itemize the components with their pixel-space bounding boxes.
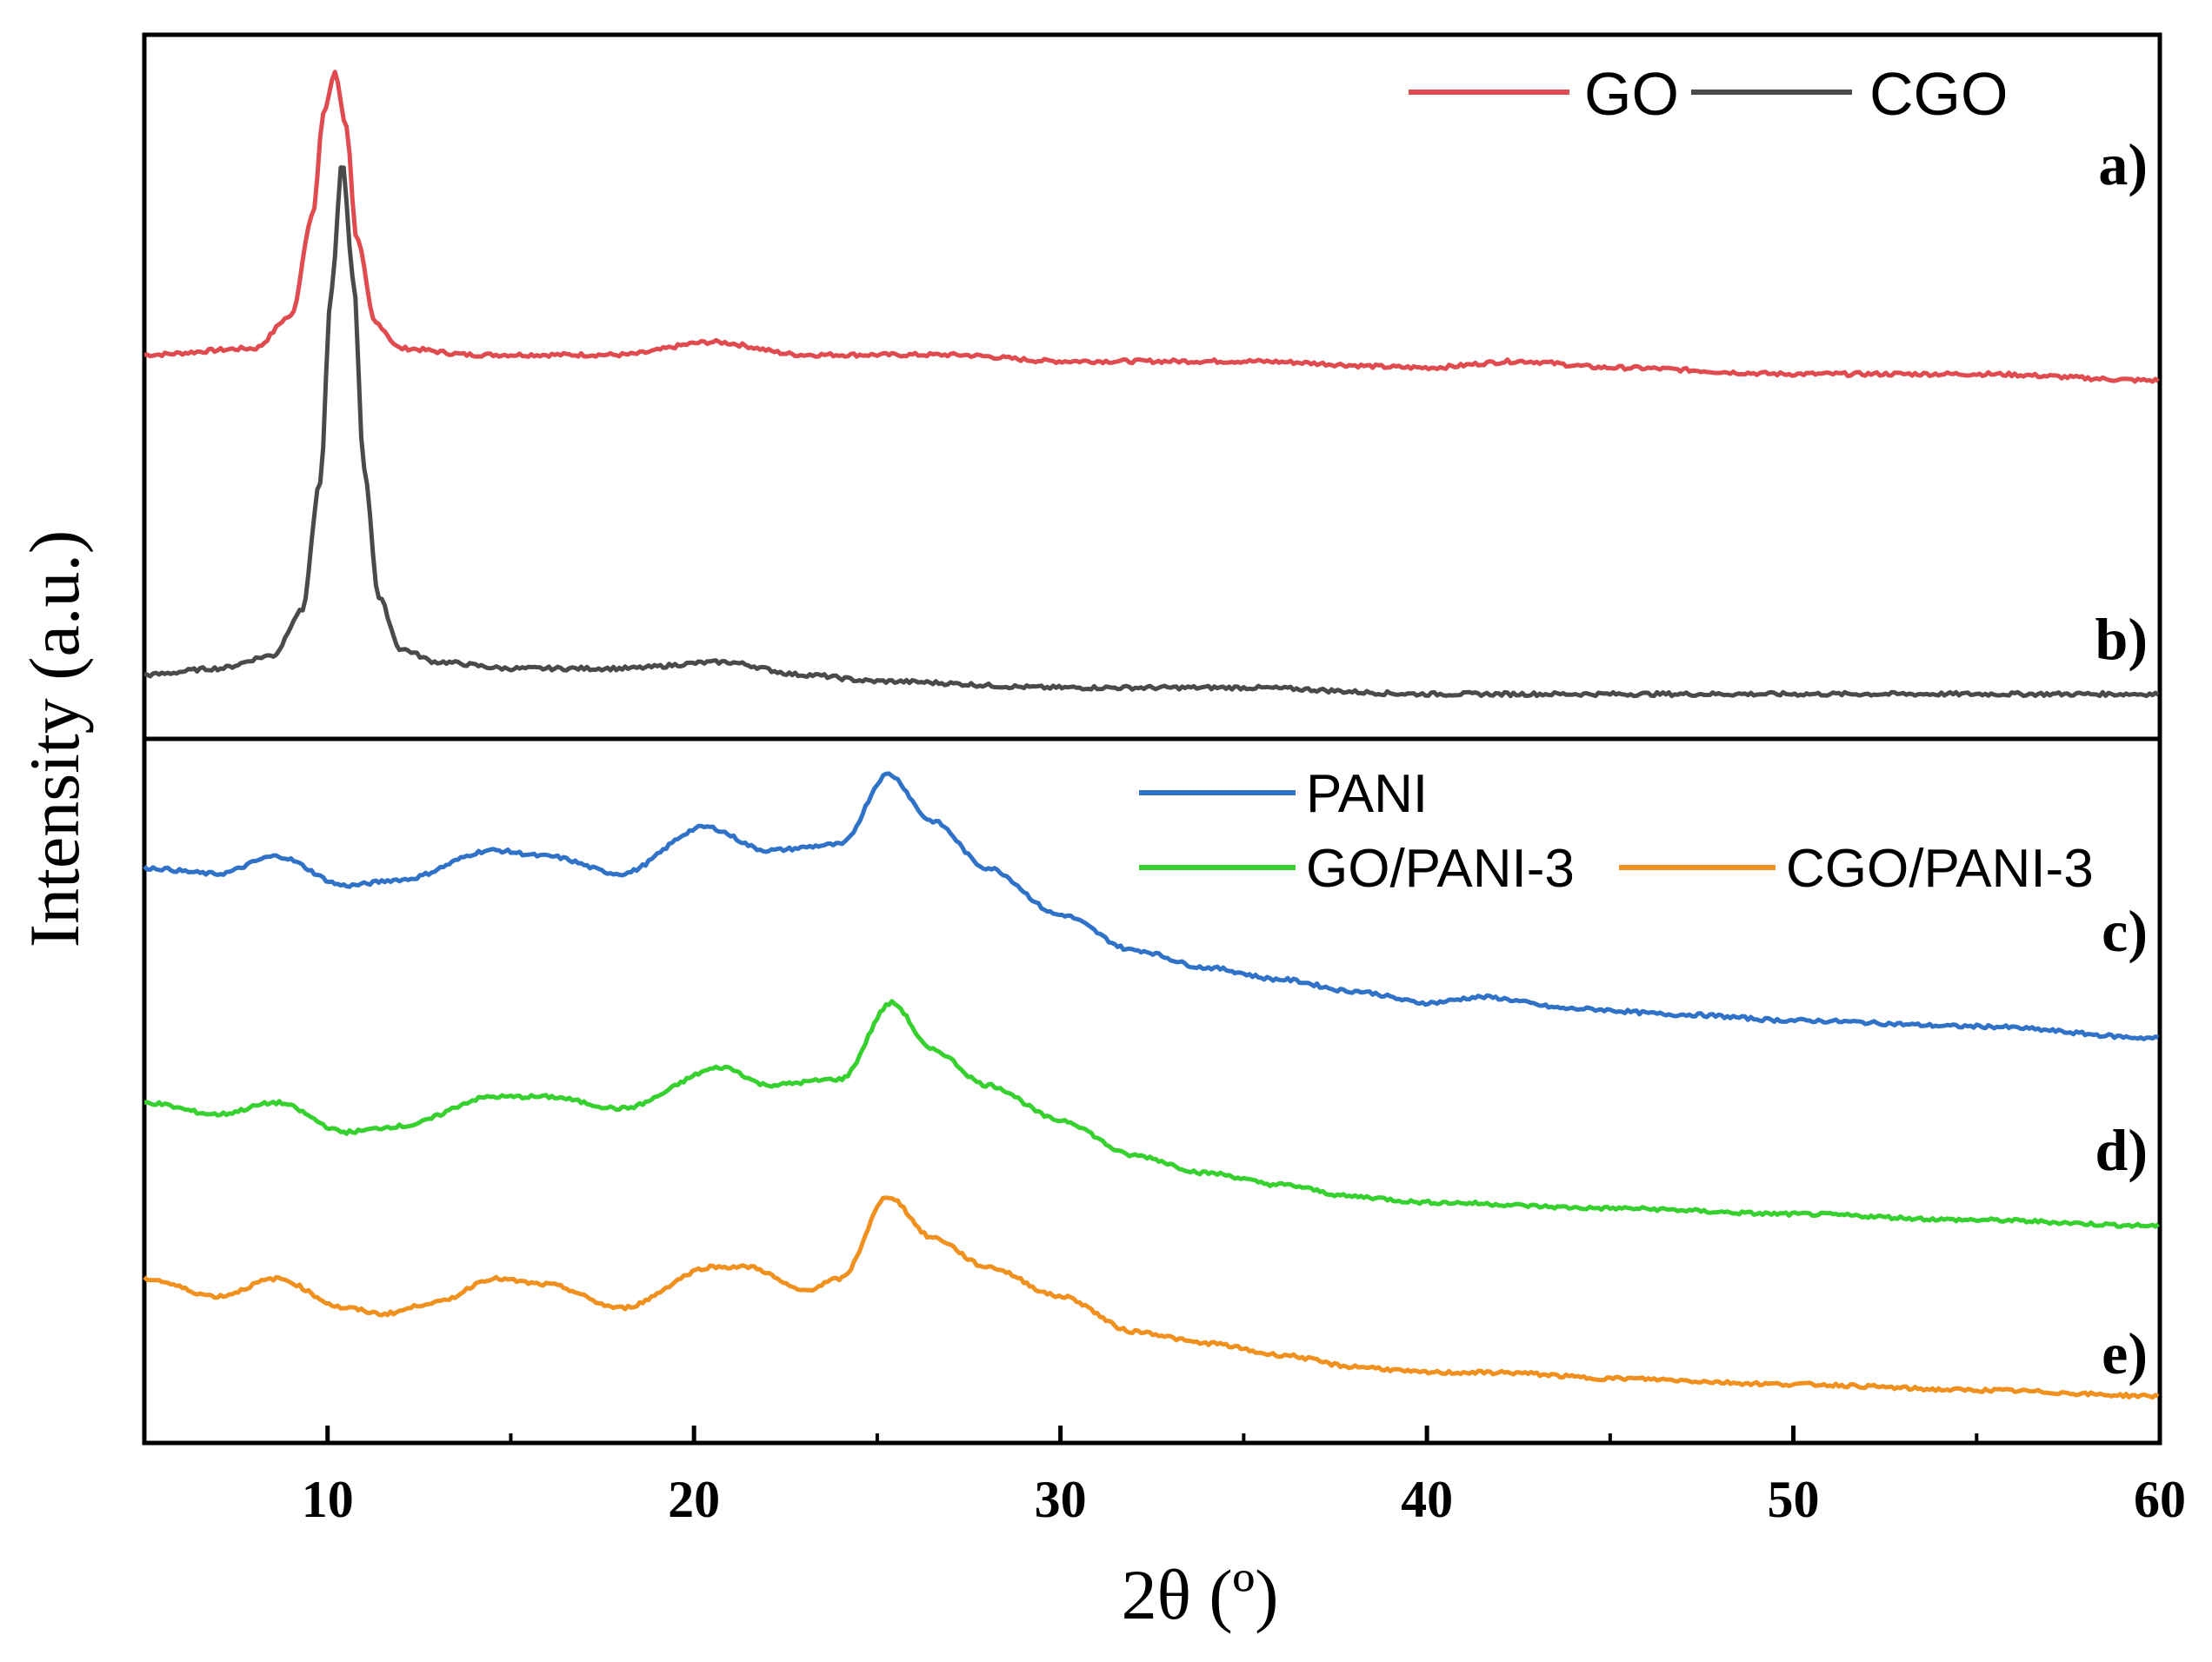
series-pani bbox=[143, 771, 2159, 1041]
legend-label-cgo: CGO bbox=[1869, 60, 2008, 128]
legend-label-cgo-pani: CGO/PANI-3 bbox=[1786, 839, 2094, 899]
panel-label-d: d) bbox=[2095, 1117, 2148, 1183]
series-go bbox=[143, 70, 2160, 384]
series-cgo-pani-3 bbox=[143, 1195, 2160, 1400]
x-tick-label: 60 bbox=[2134, 1471, 2186, 1528]
legend-label-pani: PANI bbox=[1306, 764, 1428, 824]
legend-bottom: PANI GO/PANI-3 CGO/PANI-3 bbox=[1139, 764, 2094, 899]
panel-label-e: e) bbox=[2102, 1320, 2148, 1386]
x-tick-label: 40 bbox=[1401, 1471, 1453, 1528]
x-tick-label: 10 bbox=[302, 1471, 354, 1528]
legend-label-go-pani: GO/PANI-3 bbox=[1306, 839, 1575, 899]
x-axis-title: 2θ (º) bbox=[1122, 1555, 1279, 1634]
series-lines bbox=[143, 70, 2160, 1400]
panel-label-c: c) bbox=[2102, 898, 2148, 964]
series-cgo bbox=[143, 165, 2160, 699]
panel-label-a: a) bbox=[2098, 131, 2148, 197]
x-tick-label: 20 bbox=[668, 1471, 720, 1528]
x-tick-label: 50 bbox=[1768, 1471, 1820, 1528]
x-axis-ticks: 10 20 30 40 50 60 bbox=[143, 1426, 2186, 1528]
series-go-pani-3 bbox=[143, 999, 2160, 1229]
legend-label-go: GO bbox=[1584, 60, 1679, 128]
y-axis-title: Intensity (a.u.) bbox=[15, 530, 94, 947]
legend-top: GO CGO bbox=[1409, 60, 2008, 128]
x-tick-label: 30 bbox=[1035, 1471, 1087, 1528]
panel-label-b: b) bbox=[2095, 606, 2148, 672]
